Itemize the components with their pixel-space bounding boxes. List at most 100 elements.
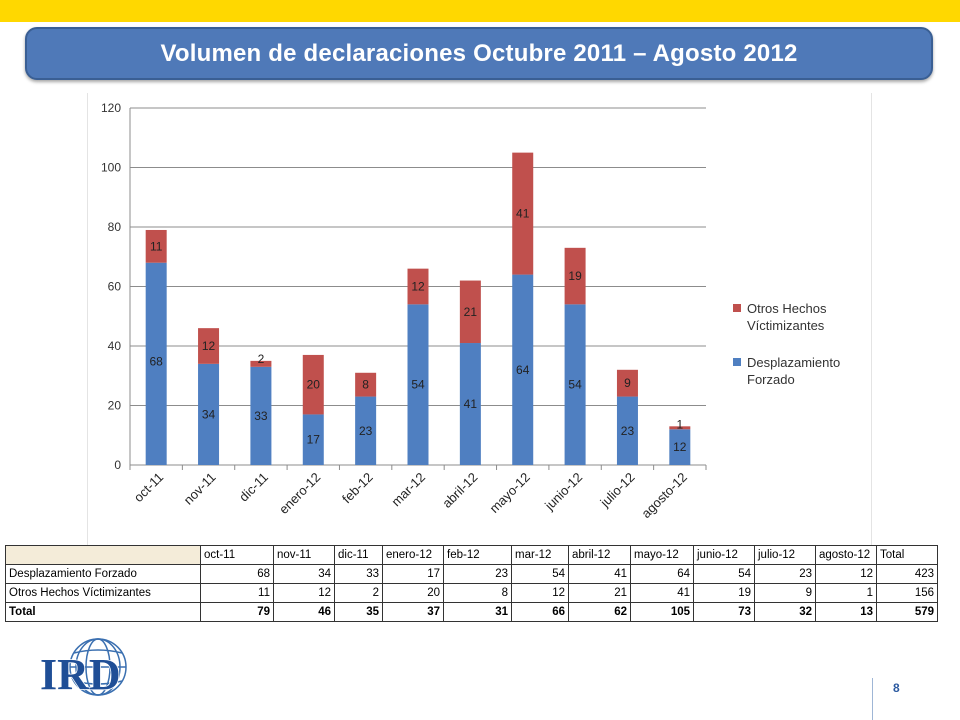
x-tick-label: feb-12 xyxy=(339,470,376,507)
x-tick-label: nov-11 xyxy=(181,470,219,508)
bar-otros xyxy=(355,372,377,397)
x-tick-label: mayo-12 xyxy=(486,470,532,516)
data-label: 54 xyxy=(411,378,425,392)
legend-swatch-otros xyxy=(733,304,741,312)
bar-desplazamiento xyxy=(250,366,272,465)
table-cell: 11 xyxy=(200,583,274,603)
data-table: oct-11 nov-11 dic-11 enero-12 feb-12 mar… xyxy=(5,545,938,622)
table-cell: 37 xyxy=(382,602,444,622)
table-cell: 79 xyxy=(200,602,274,622)
legend-label-otros: Otros Hechos Víctimizantes xyxy=(747,301,827,333)
data-label: 17 xyxy=(307,433,321,447)
globe-logo-icon: IRD xyxy=(39,638,127,700)
bar-desplazamiento xyxy=(616,396,638,465)
table-row-label: Otros Hechos Víctimizantes xyxy=(5,583,201,603)
bar-otros xyxy=(250,360,272,367)
data-label: 9 xyxy=(624,376,631,390)
y-tick-label: 60 xyxy=(108,280,122,294)
table-cell: 35 xyxy=(334,602,383,622)
chart-panel: 0 20 40 60 80 100 120 68 11 oct-11 34 12 nov-11 33 2 di… xyxy=(87,93,872,545)
data-label: 23 xyxy=(359,424,373,438)
data-label: 1 xyxy=(676,417,683,431)
table-cell: 46 xyxy=(273,602,335,622)
table-cell: 19 xyxy=(693,583,755,603)
table-cell: 68 xyxy=(200,564,274,584)
table-header-cell: mayo-12 xyxy=(630,545,694,565)
y-tick-label: 100 xyxy=(101,161,121,175)
table-cell: 8 xyxy=(443,583,512,603)
data-label: 23 xyxy=(621,424,635,438)
table-row-total: Total 79 46 35 37 31 66 62 105 73 32 13 … xyxy=(5,602,938,622)
table-cell: 13 xyxy=(815,602,877,622)
data-label: 54 xyxy=(568,378,582,392)
table-header-cell: abril-12 xyxy=(568,545,631,565)
table-header-cell: mar-12 xyxy=(511,545,569,565)
data-label: 34 xyxy=(202,407,216,421)
bar-otros xyxy=(145,229,167,263)
table-cell: 9 xyxy=(754,583,816,603)
page-number: 8 xyxy=(893,681,900,695)
legend-swatch-desplazamiento xyxy=(733,358,741,366)
bar-otros xyxy=(669,426,691,430)
table-header-row: oct-11 nov-11 dic-11 enero-12 feb-12 mar… xyxy=(5,545,938,565)
x-tick-label: enero-12 xyxy=(276,470,323,517)
bar-desplazamiento xyxy=(145,262,167,465)
table-cell: 17 xyxy=(382,564,444,584)
legend-item-desplazamiento: Desplazamiento Forzado xyxy=(733,354,873,388)
data-label: 8 xyxy=(362,378,369,392)
data-label: 19 xyxy=(568,269,582,283)
data-label: 41 xyxy=(464,397,478,411)
table-cell: 12 xyxy=(815,564,877,584)
table-header-cell: nov-11 xyxy=(273,545,335,565)
legend-item-otros: Otros Hechos Víctimizantes xyxy=(733,300,873,334)
table-cell: 12 xyxy=(511,583,569,603)
bar-otros xyxy=(512,152,534,275)
data-label: 20 xyxy=(307,378,321,392)
bar-desplazamiento xyxy=(407,304,429,465)
data-label: 33 xyxy=(254,409,268,423)
table-cell: 41 xyxy=(630,583,694,603)
page-title: Volumen de declaraciones Octubre 2011 – … xyxy=(160,39,798,67)
table-cell: 73 xyxy=(693,602,755,622)
table-cell: 579 xyxy=(876,602,938,622)
bar-otros xyxy=(407,268,429,305)
x-tick-label: dic-11 xyxy=(236,470,271,505)
data-label: 11 xyxy=(150,239,163,253)
data-label: 12 xyxy=(411,280,425,294)
data-label: 68 xyxy=(150,355,164,369)
table-cell: 23 xyxy=(443,564,512,584)
table-cell: 156 xyxy=(876,583,938,603)
data-label: 2 xyxy=(258,352,265,366)
bar-desplazamiento xyxy=(198,363,220,465)
table-cell: 20 xyxy=(382,583,444,603)
ird-logo: IRD xyxy=(38,637,143,700)
table-corner-cell xyxy=(5,545,201,565)
table-header-cell: agosto-12 xyxy=(815,545,877,565)
bar-desplazamiento xyxy=(302,414,324,465)
table-row-label: Total xyxy=(5,602,201,622)
table-cell: 1 xyxy=(815,583,877,603)
bar-desplazamiento xyxy=(355,396,377,465)
bar-otros xyxy=(564,247,586,305)
table-cell: 23 xyxy=(754,564,816,584)
data-label: 41 xyxy=(516,207,530,221)
table-row: Otros Hechos Víctimizantes 11 12 2 20 8 … xyxy=(5,583,938,603)
table-header-cell: Total xyxy=(876,545,938,565)
table-cell: 41 xyxy=(568,564,631,584)
bar-desplazamiento xyxy=(669,429,691,465)
table-header-cell: dic-11 xyxy=(334,545,383,565)
table-cell: 32 xyxy=(754,602,816,622)
bar-otros xyxy=(616,369,638,397)
x-tick-label: junio-12 xyxy=(541,470,585,514)
table-row-label: Desplazamiento Forzado xyxy=(5,564,201,584)
table-header-cell: enero-12 xyxy=(382,545,444,565)
bar-otros xyxy=(302,354,324,415)
table-cell: 2 xyxy=(334,583,383,603)
page-divider xyxy=(872,678,873,720)
table-header-cell: junio-12 xyxy=(693,545,755,565)
table-header-cell: oct-11 xyxy=(200,545,274,565)
bar-otros xyxy=(459,280,481,344)
table-cell: 423 xyxy=(876,564,938,584)
table-cell: 34 xyxy=(273,564,335,584)
y-tick-label: 120 xyxy=(101,101,121,115)
